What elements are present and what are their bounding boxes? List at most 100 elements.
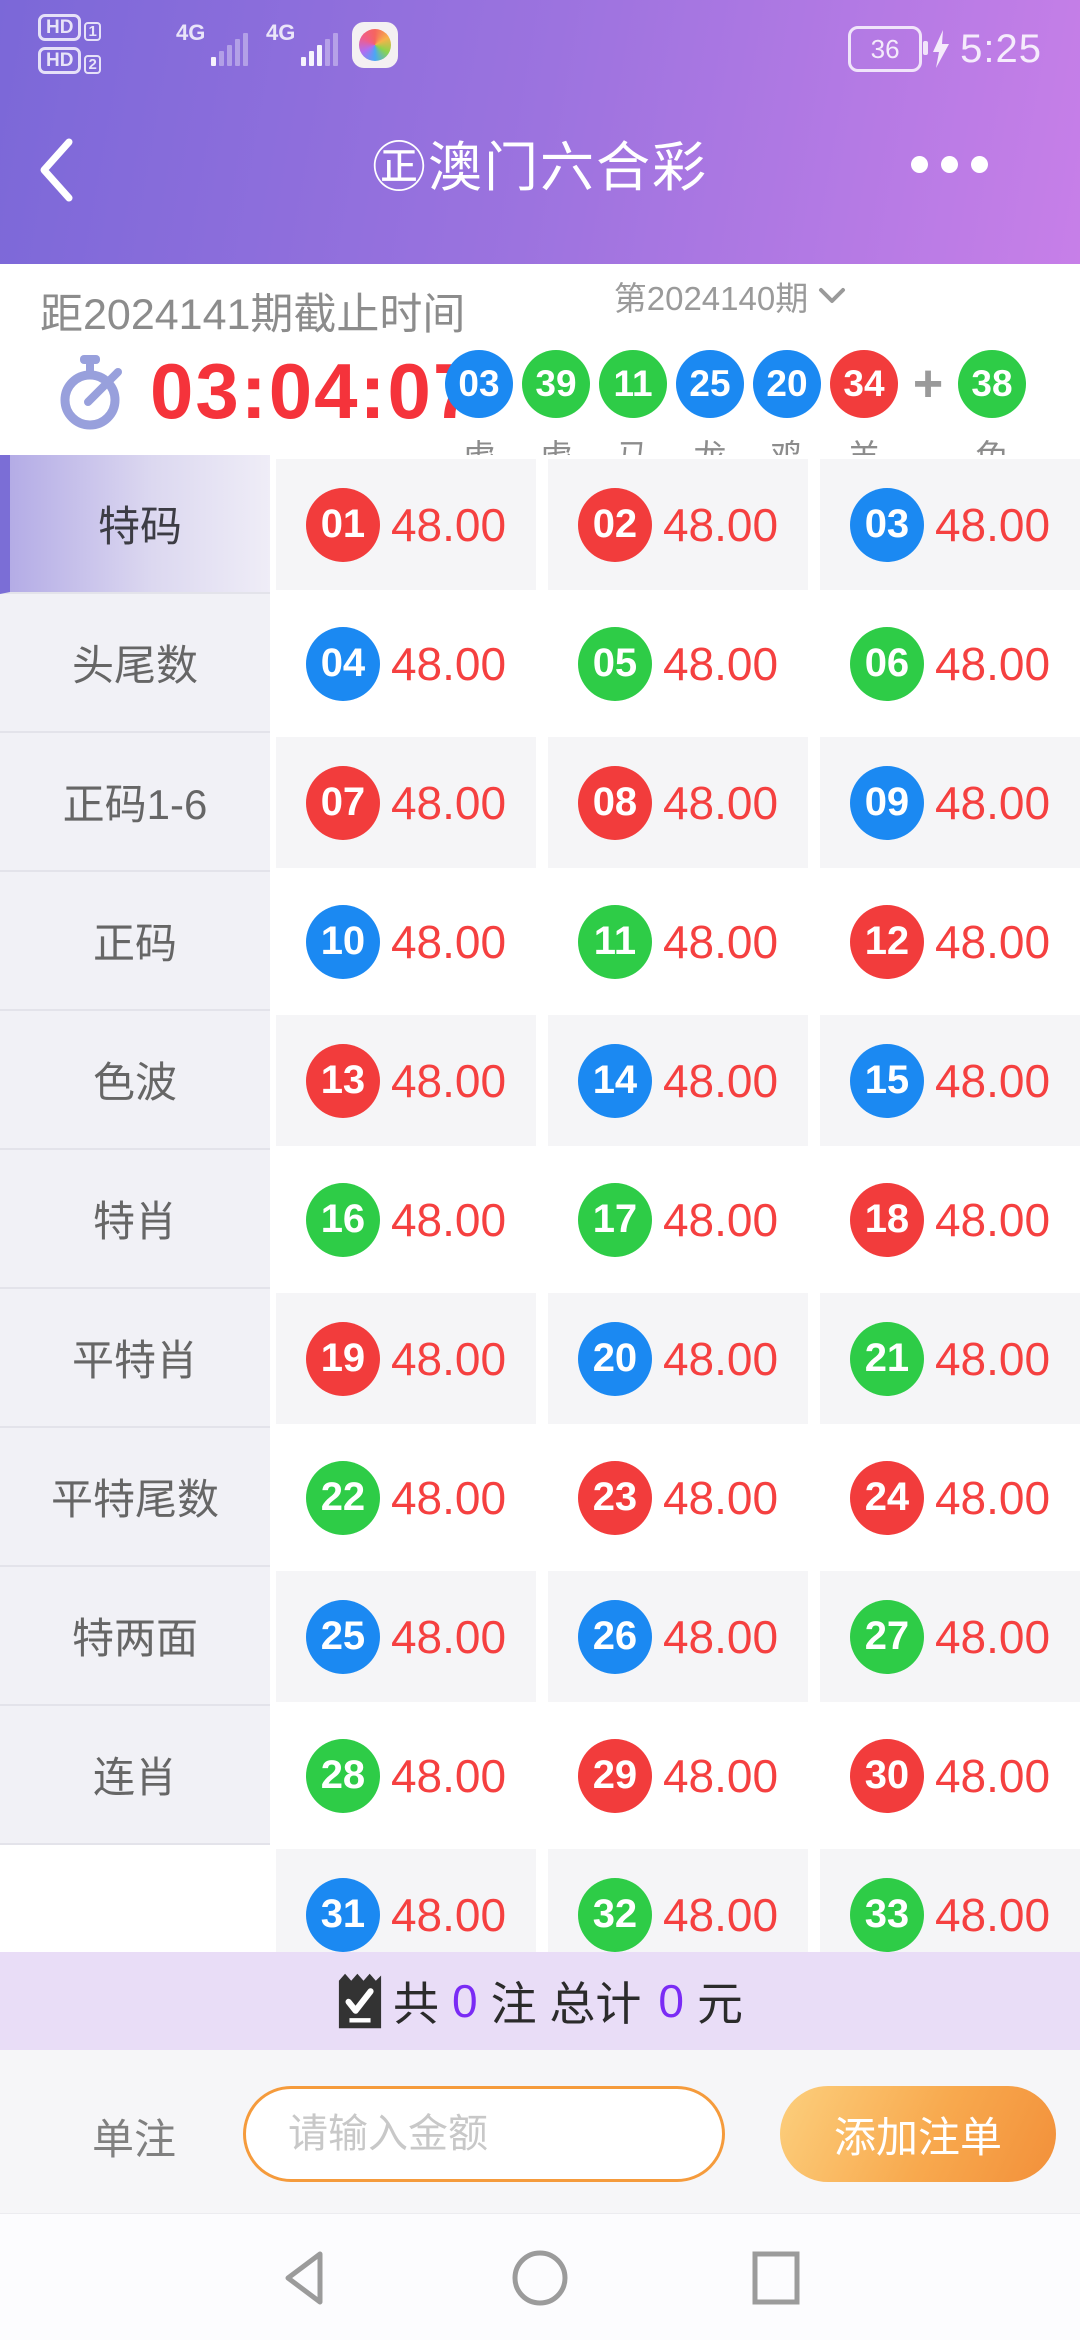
- result-ball-3: 11马: [599, 350, 667, 478]
- bet-option-17[interactable]: 17 48.00: [548, 1154, 808, 1285]
- sidebar-item-正码[interactable]: 正码: [0, 872, 270, 1011]
- add-bet-button[interactable]: 添加注单: [780, 2086, 1056, 2182]
- odds-value: 48.00: [934, 915, 1051, 968]
- number-ball-14: 14: [577, 1043, 652, 1118]
- result-ball-1-number: 03: [445, 350, 513, 418]
- odds-value: 48.00: [662, 1749, 779, 1802]
- odds-row-10: 28 48.00 29 48.00 30 48.00: [276, 1706, 1080, 1845]
- bet-option-27[interactable]: 27 48.00: [820, 1571, 1080, 1702]
- nav-back-button[interactable]: [272, 2246, 336, 2310]
- bet-option-03[interactable]: 03 48.00: [820, 459, 1080, 590]
- bet-option-15[interactable]: 15 48.00: [820, 1015, 1080, 1146]
- result-ball-5-number: 20: [753, 350, 821, 418]
- amount-input[interactable]: [243, 2086, 725, 2182]
- bet-option-21[interactable]: 21 48.00: [820, 1293, 1080, 1424]
- bet-option-13[interactable]: 13 48.00: [276, 1015, 536, 1146]
- bet-option-18[interactable]: 18 48.00: [820, 1154, 1080, 1285]
- summary-amount: 0: [658, 1975, 684, 2027]
- bet-option-19[interactable]: 19 48.00: [276, 1293, 536, 1424]
- more-menu-button[interactable]: [911, 156, 988, 173]
- odds-value: 48.00: [390, 637, 507, 690]
- signal-1-icon: 4G: [176, 20, 249, 66]
- network-1-label: 4G: [176, 20, 206, 45]
- bet-option-31[interactable]: 31 48.00: [276, 1849, 536, 1952]
- sim1-index: 1: [84, 22, 101, 41]
- bet-option-01[interactable]: 01 48.00: [276, 459, 536, 590]
- stopwatch-icon: [60, 354, 122, 429]
- number-ball-32: 32: [577, 1877, 652, 1952]
- number-ball-05: 05: [577, 626, 652, 701]
- sidebar-item-色波[interactable]: 色波: [0, 1011, 270, 1150]
- sidebar-item-连肖[interactable]: 连肖: [0, 1706, 270, 1845]
- sidebar-item-头尾数[interactable]: 头尾数: [0, 594, 270, 733]
- bet-option-24[interactable]: 24 48.00: [820, 1432, 1080, 1563]
- bet-option-33[interactable]: 33 48.00: [820, 1849, 1080, 1952]
- sidebar-item-特码[interactable]: 特码: [0, 455, 270, 594]
- result-extra-ball-number: 38: [958, 350, 1026, 418]
- bet-option-05[interactable]: 05 48.00: [548, 598, 808, 729]
- battery-icon: 36: [848, 26, 929, 72]
- nav-home-button[interactable]: [508, 2246, 572, 2310]
- number-ball-31: 31: [305, 1877, 380, 1952]
- sidebar-item-特两面[interactable]: 特两面: [0, 1567, 270, 1706]
- odds-value: 48.00: [662, 1054, 779, 1107]
- bet-option-02[interactable]: 02 48.00: [548, 459, 808, 590]
- sidebar-item-平特肖[interactable]: 平特肖: [0, 1289, 270, 1428]
- bet-option-08[interactable]: 08 48.00: [548, 737, 808, 868]
- number-ball-30: 30: [849, 1738, 924, 1813]
- number-ball-17: 17: [577, 1182, 652, 1257]
- odds-row-6: 16 48.00 17 48.00 18 48.00: [276, 1150, 1080, 1289]
- odds-row-1: 01 48.00 02 48.00 03 48.00: [276, 455, 1080, 594]
- unit-bet-label: 单注: [92, 2116, 177, 2163]
- result-ball-3-number: 11: [599, 350, 667, 418]
- odds-value: 48.00: [662, 776, 779, 829]
- odds-value: 48.00: [390, 915, 507, 968]
- draw-info-panel: 距2024141期截止时间 03:04:07 第2024140期 03虎39虎1…: [0, 264, 1080, 475]
- countdown-label: 距2024141期截止时间: [40, 291, 466, 339]
- summary-mid: 注 总计: [490, 1978, 642, 2030]
- bet-board: 特码 头尾数 正码1-6 正码 色波 特肖 平特肖 平特尾数 特两面 连肖 01 48.00 02 48…: [0, 455, 1080, 1952]
- bet-option-29[interactable]: 29 48.00: [548, 1710, 808, 1841]
- bet-option-32[interactable]: 32 48.00: [548, 1849, 808, 1952]
- odds-row-11: 31 48.00 32 48.00 33 48.00: [276, 1845, 1080, 1952]
- bet-option-10[interactable]: 10 48.00: [276, 876, 536, 1007]
- sidebar-item-平特尾数[interactable]: 平特尾数: [0, 1428, 270, 1567]
- odds-value: 48.00: [934, 1749, 1051, 1802]
- bet-option-04[interactable]: 04 48.00: [276, 598, 536, 729]
- back-button[interactable]: [36, 134, 92, 206]
- number-ball-25: 25: [305, 1599, 380, 1674]
- bet-option-22[interactable]: 22 48.00: [276, 1432, 536, 1563]
- period-selector[interactable]: 第2024140期: [560, 272, 900, 320]
- bet-option-07[interactable]: 07 48.00: [276, 737, 536, 868]
- number-ball-15: 15: [849, 1043, 924, 1118]
- bet-option-09[interactable]: 09 48.00: [820, 737, 1080, 868]
- nav-home-circle-icon: [512, 2250, 568, 2306]
- status-bar: HD 1 HD 2 4G 4G: [0, 8, 1080, 88]
- number-ball-20: 20: [577, 1321, 652, 1396]
- nav-recents-square-icon: [752, 2251, 800, 2305]
- result-ball-4-number: 25: [676, 350, 744, 418]
- number-ball-09: 09: [849, 765, 924, 840]
- bet-option-23[interactable]: 23 48.00: [548, 1432, 808, 1563]
- bet-option-30[interactable]: 30 48.00: [820, 1710, 1080, 1841]
- bet-option-12[interactable]: 12 48.00: [820, 876, 1080, 1007]
- number-ball-08: 08: [577, 765, 652, 840]
- bet-option-26[interactable]: 26 48.00: [548, 1571, 808, 1702]
- sidebar-item-特肖[interactable]: 特肖: [0, 1150, 270, 1289]
- nav-recents-button[interactable]: [744, 2246, 808, 2310]
- sidebar-item-正码1-6[interactable]: 正码1-6: [0, 733, 270, 872]
- number-ball-19: 19: [305, 1321, 380, 1396]
- bet-option-14[interactable]: 14 48.00: [548, 1015, 808, 1146]
- odds-value: 48.00: [390, 1610, 507, 1663]
- bet-option-06[interactable]: 06 48.00: [820, 598, 1080, 729]
- bet-option-28[interactable]: 28 48.00: [276, 1710, 536, 1841]
- number-ball-22: 22: [305, 1460, 380, 1535]
- bet-option-25[interactable]: 25 48.00: [276, 1571, 536, 1702]
- bet-option-20[interactable]: 20 48.00: [548, 1293, 808, 1424]
- bet-option-16[interactable]: 16 48.00: [276, 1154, 536, 1285]
- bet-option-11[interactable]: 11 48.00: [548, 876, 808, 1007]
- number-ball-11: 11: [577, 904, 652, 979]
- sidebar-item-blank: [0, 1845, 270, 1952]
- sim1-hd-icon: HD 1: [38, 14, 101, 41]
